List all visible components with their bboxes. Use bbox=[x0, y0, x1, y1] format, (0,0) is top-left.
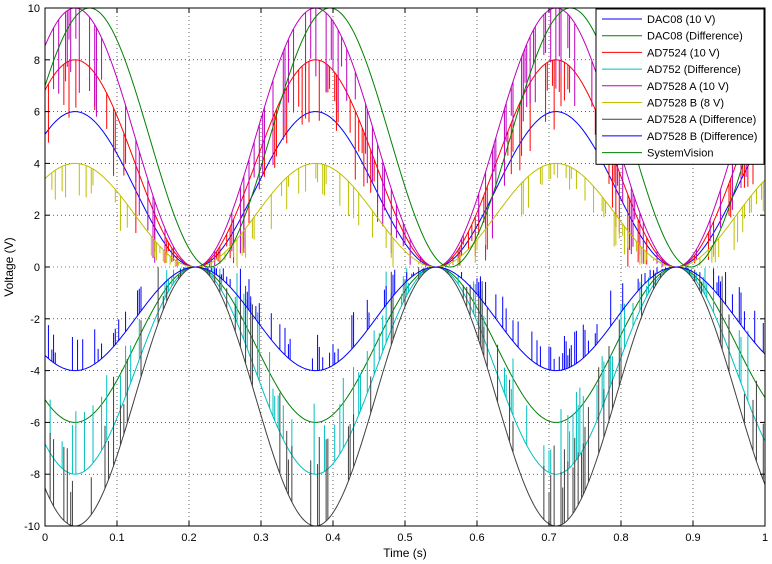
x-tick-label: 0.2 bbox=[181, 532, 196, 544]
y-axis-label: Voltage (V) bbox=[2, 237, 16, 296]
legend-entry-label: AD752 (Difference) bbox=[647, 64, 741, 76]
legend: DAC08 (10 V) DAC08 (Difference) AD7524 (10… bbox=[595, 8, 765, 165]
series-line-5 bbox=[45, 8, 765, 268]
legend-entry-label: AD7524 (10 V) bbox=[647, 47, 720, 59]
plot-layer bbox=[45, 8, 765, 526]
y-tick-label: -2 bbox=[30, 314, 40, 326]
y-tick-label: 10 bbox=[28, 3, 40, 15]
x-tick-label: 0.5 bbox=[397, 532, 412, 544]
axes-layer: 0 0.1 0.2 0.3 0.4 0.5 0.6 0.7 0.8 0.9 1 -10 -8 -6 -4 -2… bbox=[24, 3, 768, 544]
series-line-7 bbox=[45, 266, 765, 526]
x-tick-label: 0.7 bbox=[541, 532, 556, 544]
x-tick-label: 0.4 bbox=[325, 532, 340, 544]
x-tick-label: 0.8 bbox=[613, 532, 628, 544]
series-line-8 bbox=[45, 266, 765, 372]
legend-entry-label: AD7528 B (8 V) bbox=[647, 98, 724, 110]
x-tick-label: 0.9 bbox=[685, 532, 700, 544]
y-tick-label: 2 bbox=[34, 210, 40, 222]
y-tick-label: -6 bbox=[30, 417, 40, 429]
legend-box bbox=[595, 8, 765, 165]
legend-entry-label: AD7528 A (10 V) bbox=[647, 81, 729, 93]
x-tick-label: 0.3 bbox=[253, 532, 268, 544]
y-tick-label: 0 bbox=[34, 262, 40, 274]
legend-entry-label: AD7528 B (Difference) bbox=[647, 131, 757, 143]
y-tick-label: -8 bbox=[30, 469, 40, 481]
x-tick-label: 1 bbox=[762, 532, 768, 544]
x-tick-label: 0.1 bbox=[109, 532, 124, 544]
y-tick-label: -4 bbox=[30, 366, 40, 378]
y-tick-label: -10 bbox=[24, 521, 40, 533]
x-tick-label: 0 bbox=[42, 532, 48, 544]
y-tick-label: 6 bbox=[34, 107, 40, 119]
legend-entry-label: DAC08 (Difference) bbox=[647, 31, 743, 43]
x-tick-label: 0.6 bbox=[469, 532, 484, 544]
legend-entry-label: AD7528 A (Difference) bbox=[647, 114, 756, 126]
legend-entry-label: DAC08 (10 V) bbox=[647, 14, 715, 26]
series-line-6 bbox=[45, 162, 765, 268]
legend-entry-label: SystemVision bbox=[647, 148, 713, 160]
x-axis-label: Time (s) bbox=[383, 546, 427, 560]
y-tick-label: 8 bbox=[34, 55, 40, 67]
y-tick-label: 4 bbox=[34, 158, 40, 170]
series-line-9 bbox=[45, 8, 765, 268]
series-group bbox=[45, 8, 765, 526]
